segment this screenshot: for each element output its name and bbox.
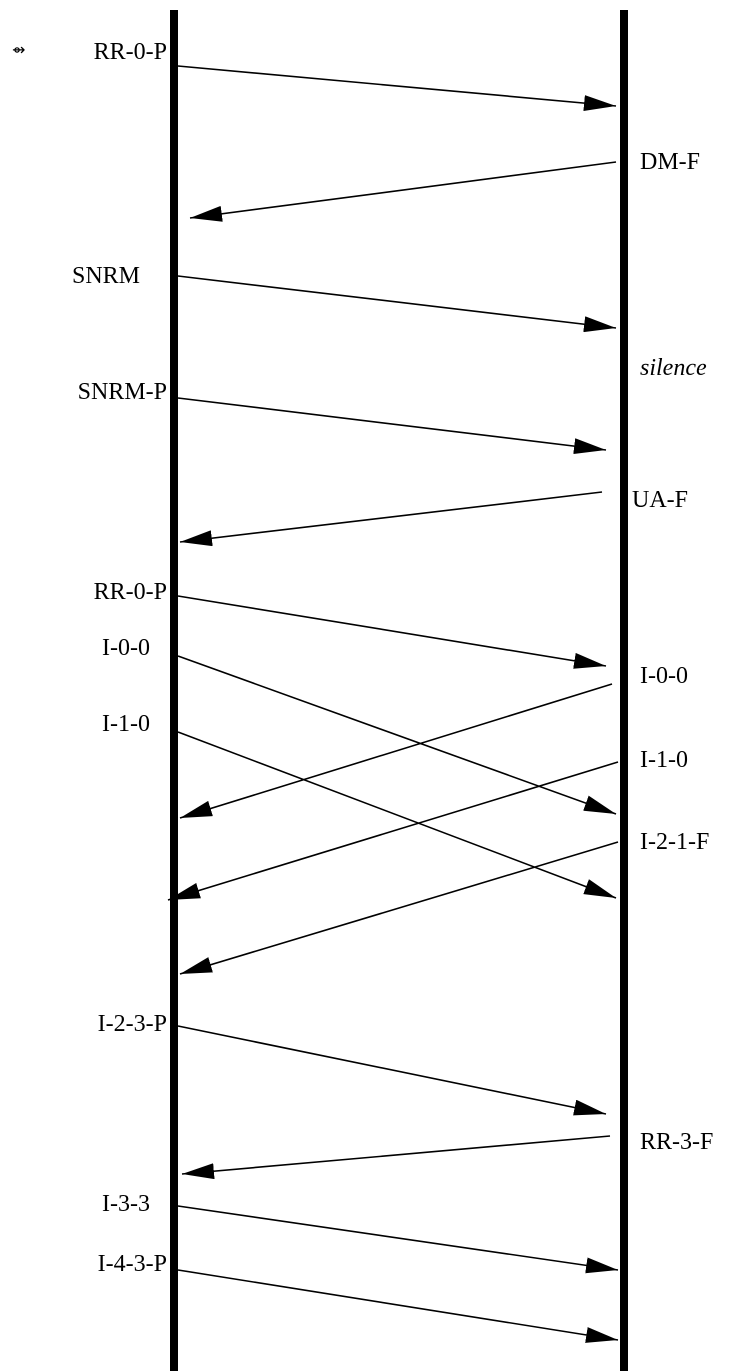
label-i-2-3-p: I-2-3-P (98, 1010, 167, 1038)
label-rr-3-f: RR-3-F (640, 1128, 713, 1156)
arrow-i-2-1-f (180, 842, 618, 974)
label-i-0-0-reply: I-0-0 (640, 662, 688, 690)
label-silence: silence (640, 354, 707, 382)
label-snrm: SNRM (72, 262, 140, 290)
label-i-0-0: I-0-0 (102, 634, 150, 662)
arrow-dm-f (190, 162, 616, 218)
label-dm-f: DM-F (640, 148, 700, 176)
arrow-i-2-3-p (178, 1026, 606, 1114)
label-i-3-3: I-3-3 (102, 1190, 150, 1218)
label-snrm-p: SNRM-P (78, 378, 167, 406)
arrow-i-1-0 (178, 732, 616, 898)
arrow-rr-0-p (178, 596, 606, 666)
label-i-4-3-p: I-4-3-P (98, 1250, 167, 1278)
arrow-i-1-0-reply (168, 762, 618, 900)
arrow-i-4-3-p (178, 1270, 618, 1340)
message-arrows (168, 66, 618, 1340)
arrow-rr-0-p-start (178, 66, 616, 106)
arrow-i-3-3 (178, 1206, 618, 1270)
label-i-1-0: I-1-0 (102, 710, 150, 738)
label-rr-0-p-start: RR-0-P (94, 38, 167, 66)
arrow-snrm (178, 276, 616, 328)
arrow-rr-3-f (182, 1136, 610, 1174)
label-rr-0-p: RR-0-P (94, 578, 167, 606)
label-i-1-0-reply: I-1-0 (640, 746, 688, 774)
arrow-ua-f (180, 492, 602, 542)
start-arrow-icon: ⇴ (12, 40, 25, 60)
label-i-2-1-f: I-2-1-F (640, 828, 709, 856)
label-ua-f: UA-F (632, 486, 688, 514)
arrow-snrm-p (178, 398, 606, 450)
arrow-i-0-0-reply (180, 684, 612, 818)
arrow-i-0-0 (178, 656, 616, 814)
